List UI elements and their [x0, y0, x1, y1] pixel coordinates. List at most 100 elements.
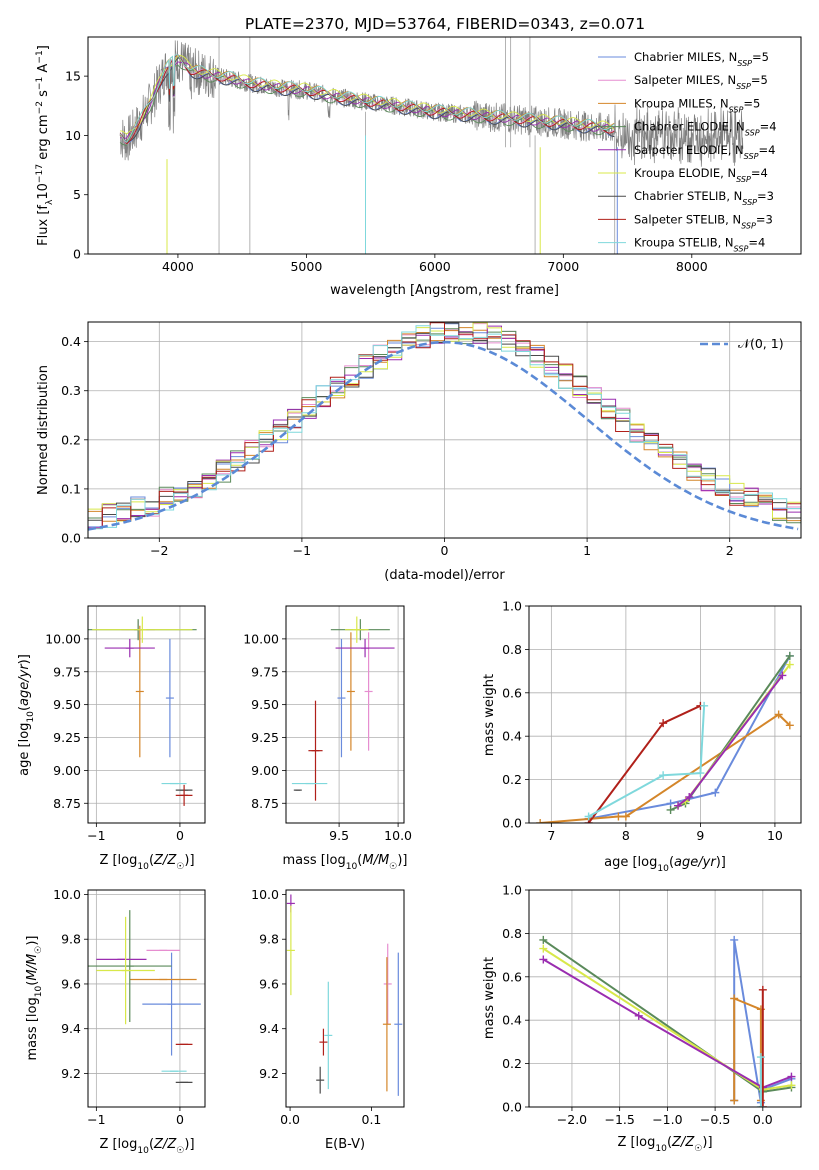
x-tick-label: 10.0: [384, 828, 412, 843]
spectrum-frame: [87, 36, 802, 255]
residuals-plot-area: [88, 322, 801, 531]
x-tick-label: 0.0: [280, 1112, 300, 1127]
y-tick-label: 0.6: [502, 969, 522, 984]
y-tick-label: 0.8: [502, 926, 522, 941]
y-tick-label: 9.4: [61, 1021, 81, 1036]
age_vs_z-frame: [87, 605, 206, 824]
legend-label-salpeter-elodie: Salpeter ELODIE, NSSP=4: [634, 143, 775, 161]
x-tick-label: 9.5: [329, 828, 349, 843]
x-tick-label: 6000: [419, 259, 451, 274]
marker-kroupa-stelib: [696, 769, 705, 778]
y-tick-label: 9.2: [259, 1066, 279, 1081]
y-tick-label: 1.0: [502, 883, 522, 898]
x-tick-label: 4000: [162, 259, 194, 274]
legend-label-kroupa-miles: Kroupa MILES, NSSP=5: [634, 96, 760, 114]
x-tick-label: 8000: [676, 259, 708, 274]
mass_weight_vs_z-axes: −2.0 −1.5 −1.0 −0.5 0.0 0.0 0.2 0.4 0.6 0.8 1.0: [502, 883, 801, 1127]
marker-kroupa-stelib: [584, 812, 593, 821]
y-tick-label: 0.0: [502, 816, 522, 831]
residual-legend: 𝒩(0, 1): [700, 336, 784, 351]
marker-chabrier-miles: [711, 788, 720, 797]
y-tick-label: 10.00: [243, 631, 279, 646]
model-chabrier-stelib: [119, 57, 615, 143]
y-tick-label: 9.50: [251, 697, 279, 712]
marker-chabrier-elodie: [666, 805, 675, 814]
x-tick-label: 8: [622, 828, 630, 843]
y-tick-label: 9.50: [53, 697, 81, 712]
x-tick-label: 5000: [290, 259, 322, 274]
x-tick-label: −1: [87, 1112, 105, 1127]
spectrum-ylabel: Flux [fλ10−17 erg cm−2 s−1 A−1]: [35, 45, 55, 246]
mass_vs_z-plot-area: [88, 910, 201, 1083]
x-tick-label: 0: [441, 543, 449, 558]
marker-chabrier-miles: [730, 935, 739, 944]
legend-label-kroupa-elodie: Kroupa ELODIE, NSSP=4: [634, 166, 768, 184]
y-tick-label: 0.1: [61, 481, 81, 496]
mass_vs_ebv-axes: 0.0 0.1 9.2 9.4 9.6 9.8 10.0: [251, 887, 381, 1127]
y-tick-label: 9.8: [259, 932, 279, 947]
marker-kroupa-elodie: [539, 944, 548, 953]
legend-label-kroupa-stelib: Kroupa STELIB, NSSP=4: [634, 236, 765, 254]
x-tick-label: 7: [547, 828, 555, 843]
line-salpeter-stelib: [587, 704, 701, 823]
y-tick-label: 8.75: [251, 796, 279, 811]
y-tick-label: 5: [73, 187, 81, 202]
mass_vs_z-axes: −1 0 9.2 9.4 9.6 9.8 10.0: [53, 887, 205, 1127]
marker-kroupa-stelib: [700, 701, 709, 710]
mass-vs-z-ylabel: mass [log10(M/M☉)]: [25, 936, 44, 1061]
mass-weight-age-ylabel: mass weight: [482, 674, 497, 756]
x-tick-label: 1: [583, 543, 591, 558]
mass_weight_vs_z-plot-area: [539, 935, 796, 1107]
line-kroupa-miles: [540, 713, 791, 823]
legend-label-chabrier-stelib: Chabrier STELIB, NSSP=3: [634, 189, 774, 207]
residuals-ylabel: Normed distribution: [36, 365, 51, 495]
line-salpeter-elodie: [542, 958, 792, 1089]
marker-kroupa-stelib: [756, 1053, 765, 1062]
y-tick-label: 9.25: [53, 730, 81, 745]
residuals-axes: −2 −1 0 1 2 0.0 0.1 0.2 0.3 0.4: [61, 322, 801, 558]
marker-kroupa-elodie: [787, 1081, 796, 1090]
y-tick-label: 10.00: [45, 631, 81, 646]
y-tick-label: 9.25: [251, 730, 279, 745]
age-vs-z-xlabel: Z [log10(Z/Z☉)]: [99, 853, 194, 872]
marker-kroupa-elodie: [785, 660, 794, 669]
marker-kroupa-miles: [730, 994, 739, 1003]
figure-title: PLATE=2370, MJD=53764, FIBERID=0343, z=0…: [245, 15, 645, 33]
x-tick-label: 0.1: [362, 1112, 382, 1127]
y-tick-label: 0.6: [502, 685, 522, 700]
residuals-xlabel: (data-model)/error: [384, 568, 505, 583]
x-tick-label: −1.0: [652, 1112, 682, 1127]
x-tick-label: −0.5: [700, 1112, 730, 1127]
marker-salpeter-stelib: [758, 985, 767, 994]
residuals-frame: [87, 321, 802, 539]
model-kroupa-miles: [119, 55, 615, 143]
x-tick-label: 0: [176, 1112, 184, 1127]
x-tick-label: 0: [176, 828, 184, 843]
mass_vs_z-frame: [87, 889, 206, 1108]
y-tick-label: 10.0: [53, 887, 81, 902]
line-chabrier-elodie: [670, 655, 791, 811]
y-tick-label: 9.75: [251, 664, 279, 679]
mass_vs_ebv-frame: [285, 889, 405, 1108]
y-tick-label: 0.4: [502, 729, 522, 744]
line-kroupa-stelib: [588, 705, 706, 818]
age_vs_z-plot-area: [88, 616, 197, 806]
marker-kroupa-miles: [621, 812, 630, 821]
mass-weight-z-xlabel: Z [log10(Z/Z☉)]: [617, 1135, 712, 1154]
y-tick-label: 0.0: [61, 531, 81, 546]
x-tick-label: −1: [293, 543, 311, 558]
marker-salpeter-stelib: [659, 719, 668, 728]
y-tick-label: 9.00: [251, 763, 279, 778]
marker-kroupa-stelib: [659, 771, 668, 780]
y-tick-label: 0.4: [502, 1013, 522, 1028]
spectrum-xlabel: wavelength [Angstrom, rest frame]: [330, 283, 559, 298]
y-tick-label: 10.0: [251, 887, 279, 902]
x-tick-label: −1: [87, 828, 105, 843]
marker-salpeter-elodie: [778, 671, 787, 680]
y-tick-label: 0.4: [61, 334, 81, 349]
marker-kroupa-miles: [614, 812, 623, 821]
x-tick-label: −1.5: [604, 1112, 634, 1127]
marker-chabrier-elodie: [539, 935, 548, 944]
y-tick-label: 0.2: [61, 432, 81, 447]
marker-salpeter-elodie: [674, 801, 683, 810]
